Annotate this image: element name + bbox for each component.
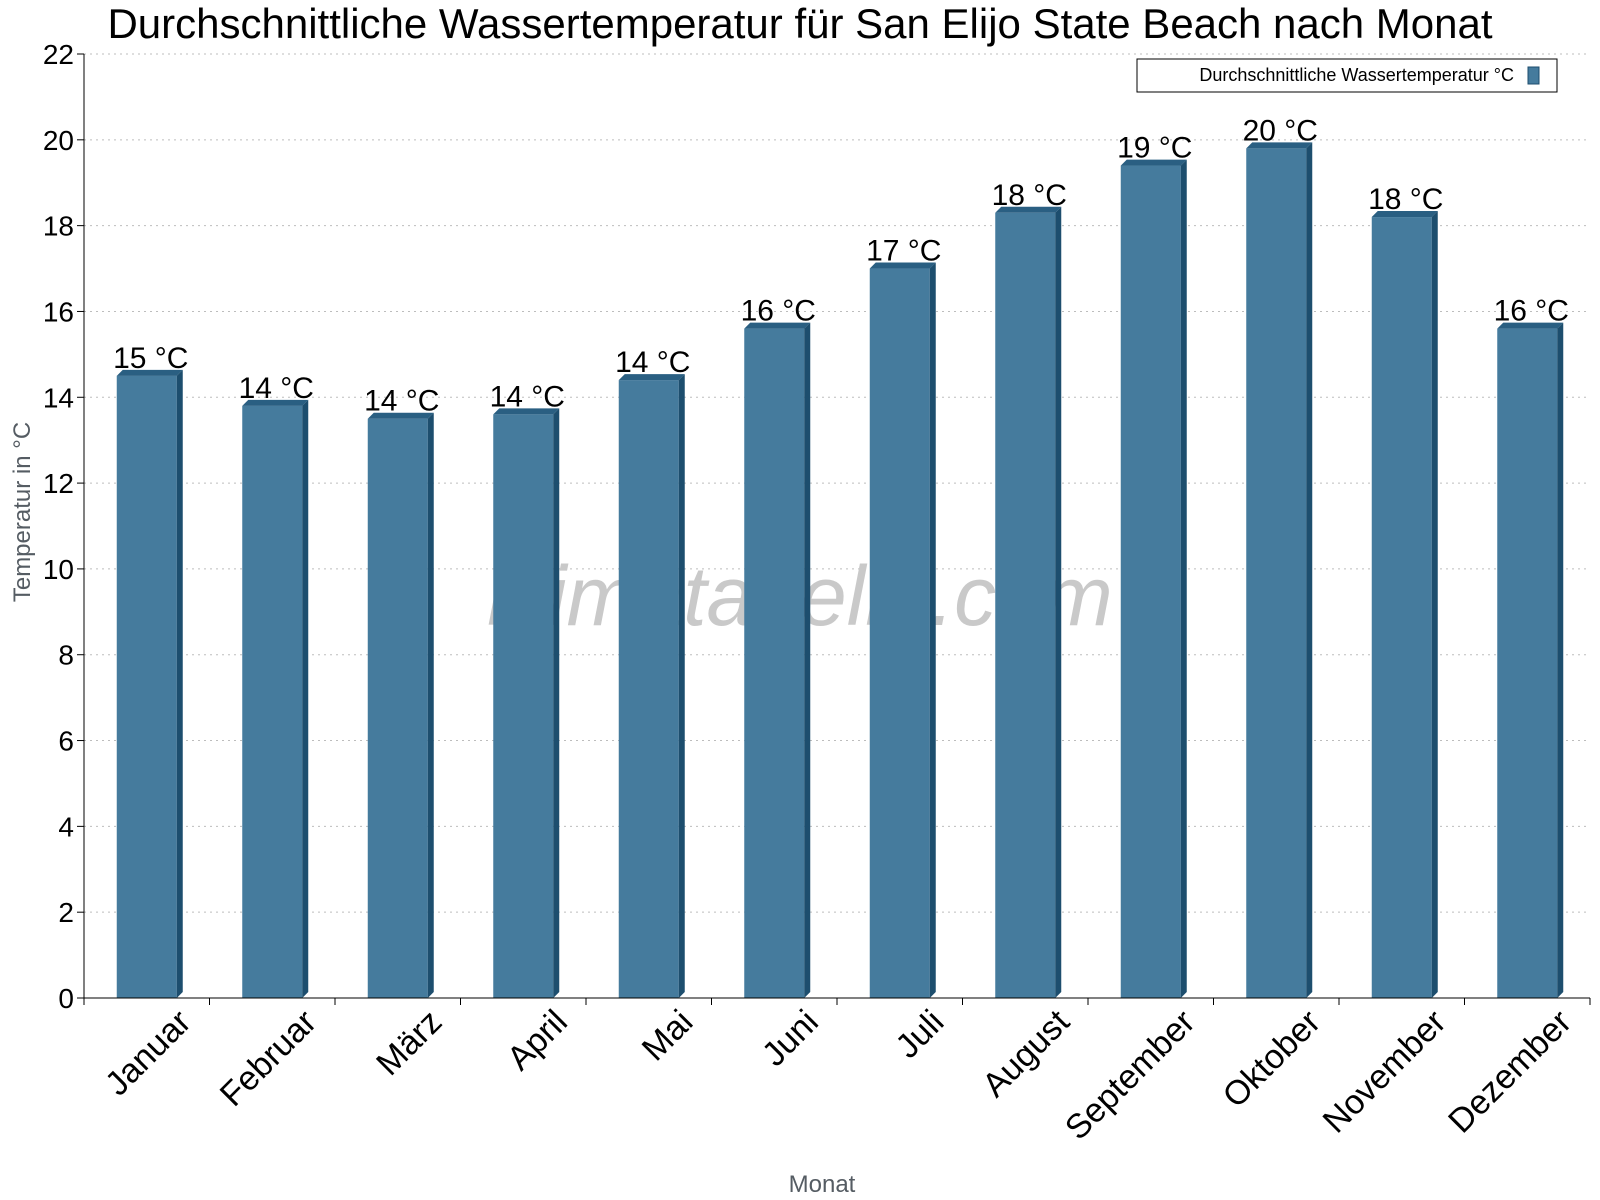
- x-tick-label: März: [369, 1003, 449, 1083]
- bar-märz: [367, 412, 434, 998]
- y-ticks: 0 2 4 6 8 10 12 14 16 18 20 22: [43, 39, 84, 1014]
- bar-top: [242, 399, 309, 406]
- y-tick-label: 16: [43, 296, 74, 327]
- data-label: 16 °C: [741, 295, 816, 328]
- bar-februar: [242, 399, 309, 998]
- chart-title: Durchschnittliche Wassertemperatur für S…: [107, 0, 1492, 47]
- bar-top: [116, 369, 183, 376]
- bar-side: [1431, 211, 1438, 998]
- y-tick-label: 8: [58, 640, 74, 671]
- bar-front: [1120, 165, 1181, 999]
- data-labels: 15 °C 14 °C 14 °C 14 °C 14 °C 16 °C 17 °C 18 °C…: [113, 114, 1569, 417]
- x-tick-label: Februar: [213, 1003, 324, 1114]
- x-tick-label: Dezember: [1441, 1003, 1579, 1141]
- y-tick-label: 20: [43, 125, 74, 156]
- bar-side: [1180, 159, 1187, 999]
- y-tick-label: 12: [43, 468, 74, 499]
- legend: Durchschnittliche Wassertemperatur °C: [1136, 58, 1558, 93]
- bar-side: [176, 369, 183, 998]
- y-tick-label: 0: [58, 983, 74, 1014]
- x-tick-label: August: [975, 1002, 1077, 1104]
- bar-juni: [744, 322, 811, 999]
- data-label: 18 °C: [992, 179, 1067, 212]
- bar-top: [1246, 142, 1313, 149]
- bar-top: [367, 412, 434, 419]
- x-axis-label: Monat: [789, 1171, 856, 1198]
- x-tick-label: Januar: [98, 1003, 198, 1103]
- y-axis-label: Temperatur in °C: [9, 422, 36, 602]
- bar-top: [744, 322, 811, 329]
- data-label: 14 °C: [239, 372, 314, 405]
- x-tick-label: November: [1316, 1003, 1454, 1141]
- x-tick-label: Juli: [888, 1003, 951, 1066]
- bar-side: [302, 399, 309, 998]
- bar-september: [1120, 159, 1187, 999]
- bar-mai: [618, 374, 685, 998]
- bar-top: [995, 206, 1062, 213]
- bar-side: [929, 262, 936, 999]
- bar-front: [1246, 148, 1307, 998]
- y-tick-label: 18: [43, 211, 74, 242]
- y-tick-label: 6: [58, 726, 74, 757]
- x-ticks: Januar Februar März April Mai Juni Juli AugustS…: [83, 998, 1591, 1147]
- x-tick-label: Juni: [755, 1003, 826, 1074]
- legend-box: [1136, 58, 1558, 93]
- bar-side: [1557, 322, 1564, 999]
- bar-side: [553, 408, 560, 998]
- bar-front: [744, 328, 805, 999]
- bar-november: [1371, 211, 1438, 998]
- data-label: 17 °C: [866, 235, 941, 268]
- bar-side: [427, 412, 434, 998]
- bar-front: [367, 418, 428, 998]
- bar-front: [995, 212, 1056, 998]
- bar-top: [1497, 322, 1564, 329]
- grid: [84, 53, 1590, 913]
- y-tick-label: 10: [43, 554, 74, 585]
- bar-april: [493, 408, 560, 998]
- x-tick-label: Mai: [635, 1003, 701, 1069]
- y-tick-label: 14: [43, 382, 74, 413]
- bar-top: [618, 374, 685, 381]
- bar-front: [242, 405, 303, 998]
- bar-side: [678, 374, 685, 998]
- bar-top: [1371, 211, 1438, 218]
- bar-side: [1306, 142, 1313, 998]
- bar-januar: [116, 369, 183, 998]
- data-label: 14 °C: [615, 346, 690, 379]
- bar-front: [116, 375, 177, 998]
- bar-front: [1371, 217, 1432, 998]
- data-label: 18 °C: [1368, 183, 1443, 216]
- bar-august: [995, 206, 1062, 998]
- bar-oktober: [1246, 142, 1313, 998]
- bar-side: [804, 322, 811, 999]
- bar-side: [1055, 206, 1062, 998]
- bar-front: [869, 268, 930, 999]
- x-tick-label: Oktober: [1216, 1003, 1328, 1115]
- bar-front: [1497, 328, 1558, 999]
- bar-top: [1120, 159, 1187, 166]
- bar-dezember: [1497, 322, 1564, 999]
- bar-front: [618, 380, 679, 998]
- legend-swatch: [1527, 66, 1540, 85]
- data-label: 19 °C: [1117, 132, 1192, 165]
- axes: [83, 54, 1590, 999]
- legend-entry: Durchschnittliche Wassertemperatur °C: [1199, 65, 1514, 85]
- data-label: 14 °C: [490, 380, 565, 413]
- bar-top: [869, 262, 936, 269]
- bar-juli: [869, 262, 936, 999]
- x-tick-label: September: [1058, 1003, 1202, 1147]
- data-label: 14 °C: [364, 385, 439, 418]
- x-tick-label: April: [500, 1003, 575, 1078]
- data-label: 15 °C: [113, 342, 188, 375]
- bar-top: [493, 408, 560, 415]
- bar-front: [493, 414, 554, 998]
- y-tick-label: 2: [58, 897, 74, 928]
- data-label: 20 °C: [1243, 114, 1318, 147]
- y-tick-label: 22: [43, 39, 74, 70]
- y-tick-label: 4: [58, 811, 74, 842]
- data-label: 16 °C: [1494, 295, 1569, 328]
- bars: [116, 142, 1564, 999]
